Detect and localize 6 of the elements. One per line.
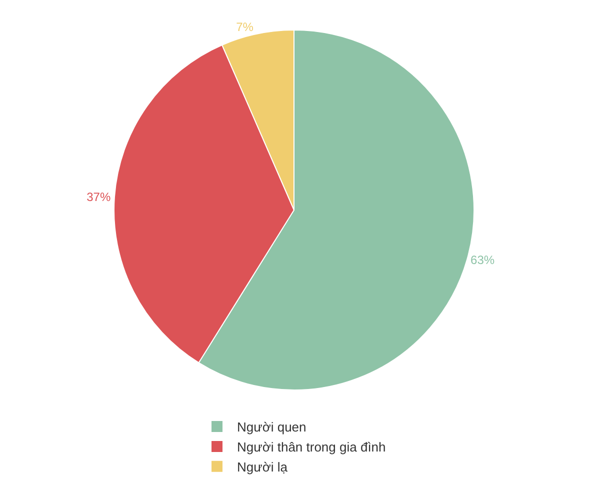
legend-label: Người lạ [237,459,288,474]
data-label: 37% [86,190,111,204]
legend-label: Người quen [237,420,306,435]
data-label: 63% [470,253,495,268]
legend-label: Người thân trong gia đình [237,440,386,455]
data-label: 7% [236,20,254,34]
